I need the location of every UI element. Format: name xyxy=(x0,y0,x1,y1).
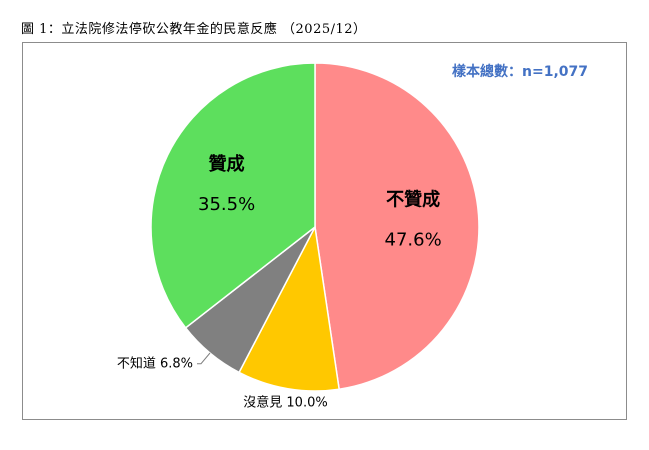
pie-slice-1-value: 47.6% xyxy=(385,230,442,251)
pie-labels: 不贊成 47.6% 沒意見 10.0% 不知道 6.8% 贊成 35.5% xyxy=(117,153,442,411)
pie-slice-4 xyxy=(150,62,316,329)
pie-slice-4-label: 贊成 xyxy=(209,153,245,175)
chart-frame xyxy=(22,42,627,420)
pie-slice-3-label: 不知道 6.8% xyxy=(117,356,193,372)
pie-slice-3-leader-line xyxy=(197,352,211,365)
pie-slice-1-label: 不贊成 xyxy=(386,189,440,211)
sample-size-note: 樣本總數：n=1,077 xyxy=(452,64,588,80)
figure-title: 圖 1：立法院修法停砍公教年金的民意反應 （2025/12） xyxy=(21,22,367,37)
pie-slice-2-label: 沒意見 10.0% xyxy=(243,395,327,411)
pie-slice-4-value: 35.5% xyxy=(198,194,255,215)
pie-slice-2 xyxy=(238,224,341,392)
pie-slice-1 xyxy=(314,62,480,391)
pie-slices xyxy=(150,62,480,392)
